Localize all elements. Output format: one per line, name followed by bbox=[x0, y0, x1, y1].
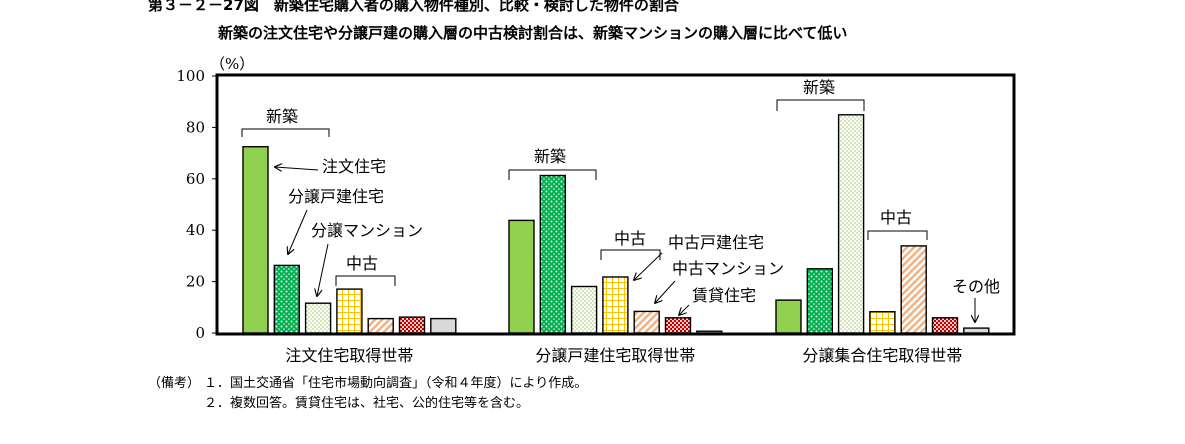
label-bunjo-mansion: 分譲マンション bbox=[311, 221, 423, 240]
bar-2-2 bbox=[539, 174, 566, 334]
bar-3-2 bbox=[806, 268, 833, 334]
bracket-new-3 bbox=[776, 99, 865, 111]
bracket-new-2 bbox=[508, 169, 597, 180]
y-axis: 0 20 40 60 80 100 bbox=[176, 67, 217, 342]
bar-3-4 bbox=[869, 311, 896, 334]
bar-2-3 bbox=[570, 285, 598, 334]
bar-3-5 bbox=[900, 245, 927, 334]
bar-2-1 bbox=[508, 219, 535, 334]
bar-2-5 bbox=[633, 310, 660, 334]
bar-3-3 bbox=[837, 114, 865, 334]
label-used-house: 中古戸建住宅 bbox=[668, 233, 764, 252]
label-used-3: 中古 bbox=[880, 208, 912, 227]
y-tick-label-100: 100 bbox=[176, 67, 205, 85]
bracket-used-2 bbox=[600, 249, 661, 260]
note-1-text: １．国土交通省「住宅市場動向調査」（令和４年度）により作成。 bbox=[204, 376, 588, 391]
figure-subtitle: 新築の注文住宅や分譲戸建の購入層の中古検討割合は、新築マンションの購入層に比べて… bbox=[218, 24, 848, 42]
plot-frame bbox=[215, 73, 1016, 336]
arrow-bunjo-mansion bbox=[317, 243, 329, 296]
bracket-new-1 bbox=[241, 128, 330, 137]
label-rental: 賃貸住宅 bbox=[692, 286, 756, 305]
bar-2-7 bbox=[696, 330, 723, 334]
y-tick-label-20: 20 bbox=[186, 273, 205, 291]
arrow-used-mansion bbox=[655, 280, 676, 303]
notes-label: （備考） bbox=[148, 376, 201, 391]
label-new-2: 新築 bbox=[534, 147, 566, 166]
y-tick-label-40: 40 bbox=[186, 221, 205, 239]
label-used-1: 中古 bbox=[346, 254, 378, 273]
bracket-used-3 bbox=[867, 230, 928, 240]
x-category-label-2: 分譲戸建住宅取得世帯 bbox=[535, 346, 695, 365]
label-bunjo-house: 分譲戸建住宅 bbox=[288, 187, 384, 206]
bar-1-3 bbox=[304, 302, 332, 334]
bar-1-7 bbox=[430, 317, 457, 334]
bar-1-2 bbox=[273, 264, 300, 334]
bar-2-4 bbox=[602, 276, 629, 334]
x-category-label-3: 分譲集合住宅取得世帯 bbox=[802, 346, 962, 365]
note-1: （備考） １．国土交通省「住宅市場動向調査」（令和４年度）により作成。 bbox=[148, 374, 587, 394]
bars-group bbox=[242, 114, 990, 334]
bar-chart: 0 20 40 60 80 100 （%） 注文住宅取得世帯 分譲戸建住宅取得世帯 分譲集合住… bbox=[176, 55, 1016, 365]
notes: （備考） １．国土交通省「住宅市場動向調査」（令和４年度）により作成。 ２．複数回… bbox=[148, 374, 587, 414]
label-new-1: 新築 bbox=[266, 107, 298, 126]
arrow-used-house bbox=[634, 252, 663, 280]
bar-3-6 bbox=[931, 317, 959, 334]
bar-2-6 bbox=[664, 317, 692, 334]
arrow-rental bbox=[679, 304, 690, 315]
label-used-mansion: 中古マンション bbox=[672, 259, 784, 278]
bracket-used-1 bbox=[335, 275, 396, 286]
y-tick-label-60: 60 bbox=[186, 170, 205, 188]
note-2-text: ２．複数回答。賃貸住宅は、社宅、公的住宅等を含む。 bbox=[204, 396, 530, 411]
bar-1-5 bbox=[367, 317, 394, 334]
label-used-2: 中古 bbox=[614, 229, 646, 248]
annotations: 新築 注文住宅 分譲戸建住宅 分譲マンション 中古 新築 中古 中古戸建住宅 中… bbox=[241, 78, 1000, 322]
bar-3-7 bbox=[963, 327, 990, 334]
arrow-order-house bbox=[275, 167, 319, 170]
bar-1-1 bbox=[242, 145, 269, 334]
note-2: ２．複数回答。賃貸住宅は、社宅、公的住宅等を含む。 bbox=[148, 394, 587, 414]
bar-1-6 bbox=[398, 316, 426, 334]
x-axis-labels: 注文住宅取得世帯 分譲戸建住宅取得世帯 分譲集合住宅取得世帯 bbox=[285, 346, 962, 365]
y-tick-label-80: 80 bbox=[186, 118, 205, 136]
arrow-bunjo-house bbox=[288, 209, 308, 254]
bar-3-1 bbox=[775, 299, 802, 334]
label-other: その他 bbox=[952, 277, 1000, 296]
bar-1-4 bbox=[336, 288, 363, 334]
label-order-house: 注文住宅 bbox=[322, 157, 386, 176]
y-tick-label-0: 0 bbox=[195, 324, 205, 342]
x-category-label-1: 注文住宅取得世帯 bbox=[285, 346, 413, 365]
figure-title: 第３－２－27図 新築住宅購入者の購入物件種別、比較・検討した物件の割合 bbox=[148, 0, 679, 14]
label-new-3: 新築 bbox=[803, 78, 835, 97]
y-axis-label: （%） bbox=[210, 55, 254, 73]
